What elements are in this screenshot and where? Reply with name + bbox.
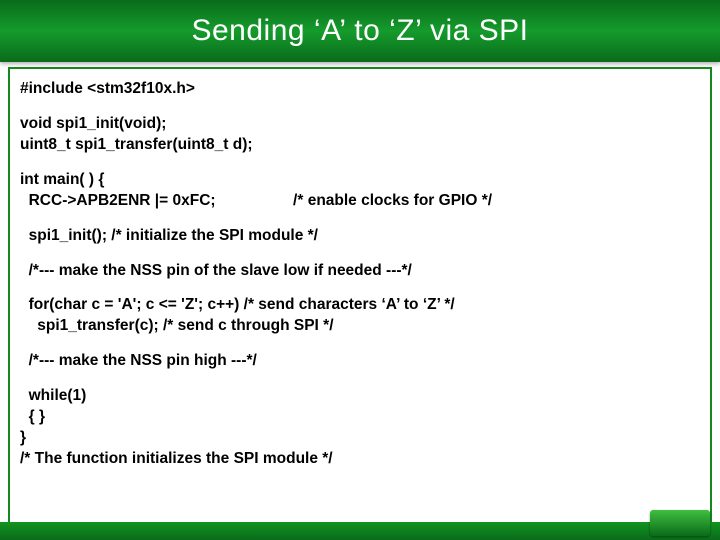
footer-bar	[0, 522, 720, 540]
code-line-blank	[20, 100, 700, 114]
code-line: for(char c = 'A'; c <= 'Z'; c++) /* send…	[20, 295, 700, 316]
slide-title: Sending ‘A’ to ‘Z’ via SPI	[191, 14, 528, 48]
code-line-blank	[20, 281, 700, 295]
code-line: spi1_transfer(c); /* send c through SPI …	[20, 316, 700, 337]
code-line: uint8_t spi1_transfer(uint8_t d);	[20, 135, 700, 156]
code-line-blank	[20, 212, 700, 226]
code-line-blank	[20, 337, 700, 351]
code-line: }	[20, 428, 700, 449]
code-line: /* The function initializes the SPI modu…	[20, 449, 700, 470]
code-container: #include <stm32f10x.h> void spi1_init(vo…	[8, 67, 712, 532]
code-line: RCC->APB2ENR |= 0xFC; /* enable clocks f…	[20, 191, 700, 212]
code-line: int main( ) {	[20, 170, 700, 191]
code-line: void spi1_init(void);	[20, 114, 700, 135]
code-line: spi1_init(); /* initialize the SPI modul…	[20, 226, 700, 247]
code-line-blank	[20, 247, 700, 261]
code-line: /*--- make the NSS pin of the slave low …	[20, 261, 700, 282]
code-line: #include <stm32f10x.h>	[20, 79, 700, 100]
code-line: while(1)	[20, 386, 700, 407]
code-line-blank	[20, 156, 700, 170]
code-line: { }	[20, 407, 700, 428]
slide-badge	[650, 510, 710, 536]
slide-header: Sending ‘A’ to ‘Z’ via SPI	[0, 0, 720, 62]
code-line: /*--- make the NSS pin high ---*/	[20, 351, 700, 372]
code-line-blank	[20, 372, 700, 386]
